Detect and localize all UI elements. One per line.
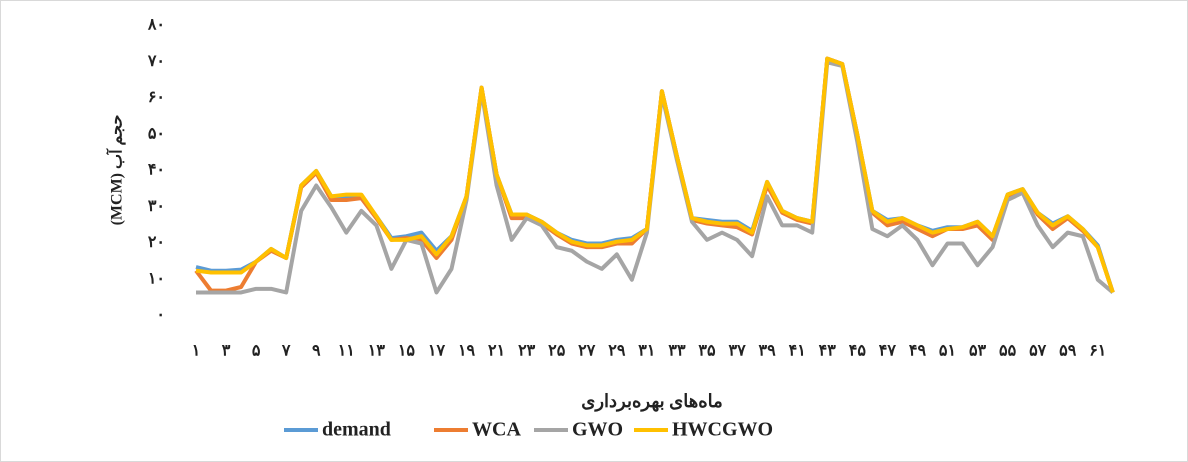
x-tick-label: ۴۹: [909, 343, 927, 360]
x-tick-label: ۲۷: [578, 343, 596, 360]
x-tick-label: ۲۹: [608, 343, 626, 360]
x-tick-label: ۵۱: [939, 343, 956, 360]
y-tick-label: ۱۰: [148, 270, 165, 287]
x-tick-label: ۹: [312, 343, 321, 360]
y-tick-label: ۳۰: [148, 198, 165, 215]
y-tick-label: ۲۰: [148, 234, 165, 251]
x-tick-label: ۱۵: [398, 343, 416, 360]
x-tick-label: ۱۱: [338, 343, 355, 360]
legend-label: GWO: [572, 419, 623, 441]
x-tick-label: ۲۳: [518, 343, 536, 360]
x-tick-label: ۴۳: [819, 343, 837, 360]
y-tick-label: ۷۰: [147, 53, 165, 70]
x-tick-label: ۷: [281, 343, 291, 360]
x-tick-label: ۵۷: [1029, 343, 1047, 360]
x-tick-label: ۴۱: [789, 343, 806, 360]
x-tick-label: ۲۵: [548, 343, 566, 360]
x-tick-label: ۵۵: [999, 343, 1017, 360]
x-tick-label: ۳: [222, 343, 231, 360]
x-tick-label: ۵۳: [969, 343, 987, 360]
x-tick-label: ۵: [252, 343, 261, 360]
x-tick-label: ۳۳: [668, 343, 686, 360]
x-tick-label: ۱۳: [368, 343, 386, 360]
legend-label: WCA: [472, 419, 521, 441]
x-tick-label: ۱۷: [428, 343, 446, 360]
legend-label: HWCGWO: [672, 419, 773, 441]
x-tick-label: ۴۵: [849, 343, 867, 360]
x-tick-label: ۲۱: [488, 343, 505, 360]
y-tick-label: ۶۰: [148, 89, 165, 106]
x-tick-label: ۵۹: [1059, 343, 1077, 360]
x-tick-label: ۴۷: [879, 343, 897, 360]
x-tick-label: ۳۷: [728, 343, 746, 360]
x-tick-label: ۳۵: [698, 343, 716, 360]
y-tick-label: ۵۰: [148, 125, 165, 142]
x-tick-label: ۶۱: [1089, 343, 1106, 360]
y-axis-title: حجم آب (MCM): [105, 114, 127, 225]
y-tick-label: ۰: [156, 307, 165, 324]
y-tick-label: ۴۰: [148, 162, 165, 179]
x-axis-title: ماه‌های بهره‌برداری: [581, 391, 723, 412]
legend-label: demand: [322, 419, 391, 441]
series-line: [195, 56, 1115, 294]
x-tick-label: ۳۱: [638, 343, 655, 360]
x-tick-label: ۱۹: [458, 343, 476, 360]
y-tick-label: ۸۰: [147, 17, 165, 34]
x-tick-label: ۳۹: [759, 343, 777, 360]
x-tick-label: ۱: [192, 343, 201, 360]
